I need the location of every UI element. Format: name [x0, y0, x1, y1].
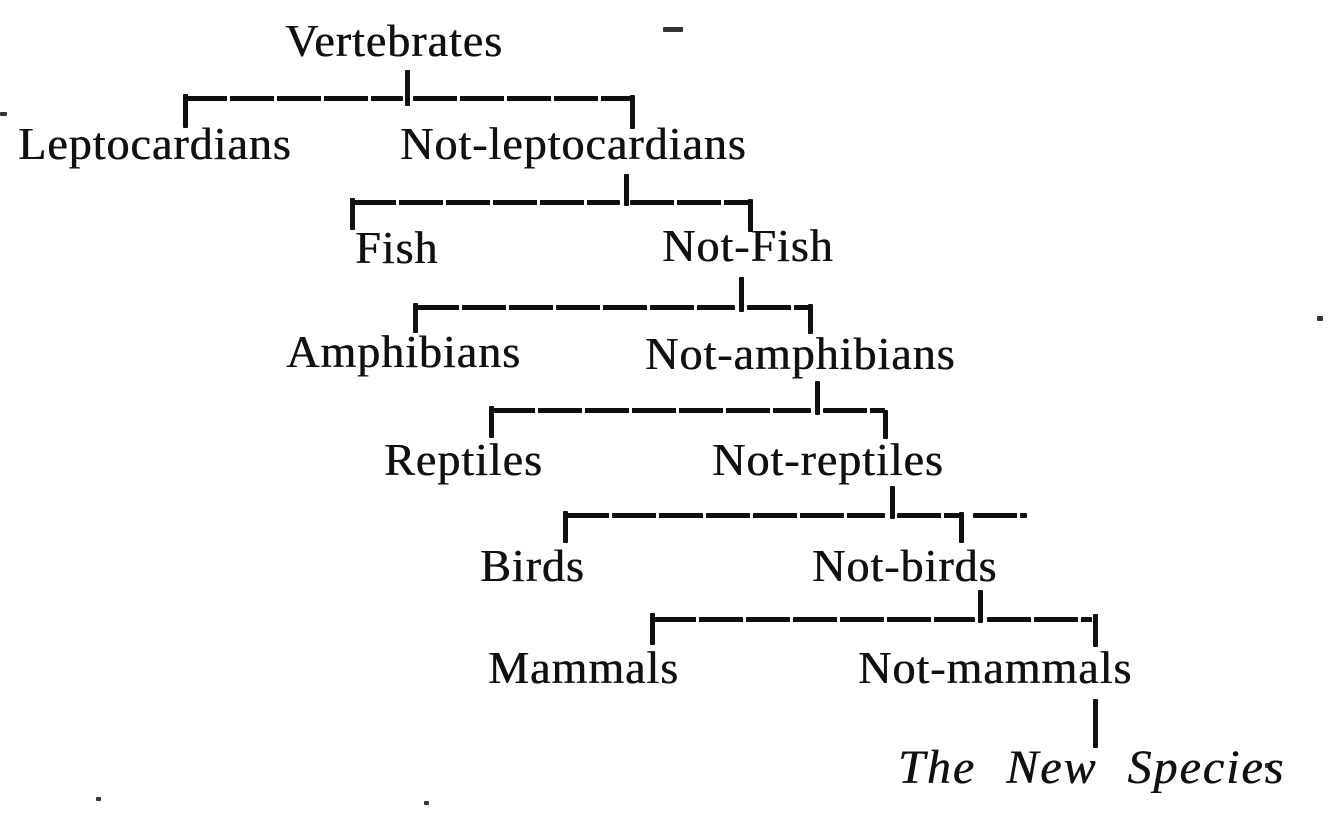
split5-hline-right	[897, 513, 960, 518]
scan-speck	[1265, 763, 1271, 768]
split5-right-tick	[959, 512, 964, 543]
split1-right-tick	[630, 95, 635, 129]
node-not-fish: Not-Fish	[662, 220, 834, 271]
scan-speck	[424, 801, 429, 805]
split4-hline-left	[491, 408, 811, 413]
split1-hline-left	[183, 96, 403, 101]
scan-speck	[663, 27, 683, 32]
split4-right-tick	[883, 410, 888, 439]
split6-hline-left	[652, 617, 975, 622]
terminal-drop-tick	[1093, 699, 1098, 748]
node-leptocardians: Leptocardians	[18, 118, 292, 169]
split6-right-tick	[1093, 614, 1098, 647]
split2-hline-left	[352, 200, 620, 205]
split5-hline-left	[565, 513, 885, 518]
node-not-amphibians: Not-amphibians	[645, 328, 956, 379]
node-vertebrates: Vertebrates	[285, 15, 503, 66]
split1-parent-tick	[405, 70, 410, 106]
split3-hline-right	[747, 305, 813, 310]
scan-speck	[96, 797, 101, 801]
split4-left-tick	[489, 406, 494, 438]
node-reptiles: Reptiles	[384, 434, 543, 485]
scan-speck	[1317, 316, 1323, 321]
split3-parent-tick	[739, 277, 744, 312]
node-new-species: The New Species	[898, 741, 1286, 794]
split6-hline-right	[987, 617, 1092, 622]
node-not-birds: Not-birds	[812, 540, 998, 591]
split5-left-tick	[563, 511, 568, 543]
scan-speck	[0, 112, 7, 116]
node-birds: Birds	[480, 540, 585, 591]
split5-parent-tick	[890, 486, 895, 519]
split2-hline-right	[630, 200, 753, 205]
split2-right-tick	[748, 199, 753, 232]
split2-left-tick	[350, 198, 355, 230]
split4-parent-tick	[815, 381, 820, 415]
split6-left-tick	[650, 613, 655, 645]
split1-left-tick	[183, 94, 188, 128]
split6-parent-tick	[978, 590, 983, 623]
split4-hline-right	[823, 408, 885, 413]
split2-parent-tick	[624, 174, 629, 206]
split3-left-tick	[413, 303, 418, 333]
node-not-mammals: Not-mammals	[858, 642, 1133, 693]
split5-hline-trailing	[973, 513, 1027, 518]
split3-hline-left	[415, 305, 735, 310]
node-mammals: Mammals	[488, 642, 679, 693]
node-fish: Fish	[355, 222, 439, 273]
node-amphibians: Amphibians	[286, 326, 521, 377]
node-not-reptiles: Not-reptiles	[712, 434, 944, 485]
node-not-leptocardians: Not-leptocardians	[400, 118, 747, 169]
split1-hline-right	[413, 96, 635, 101]
split3-right-tick	[808, 304, 813, 334]
